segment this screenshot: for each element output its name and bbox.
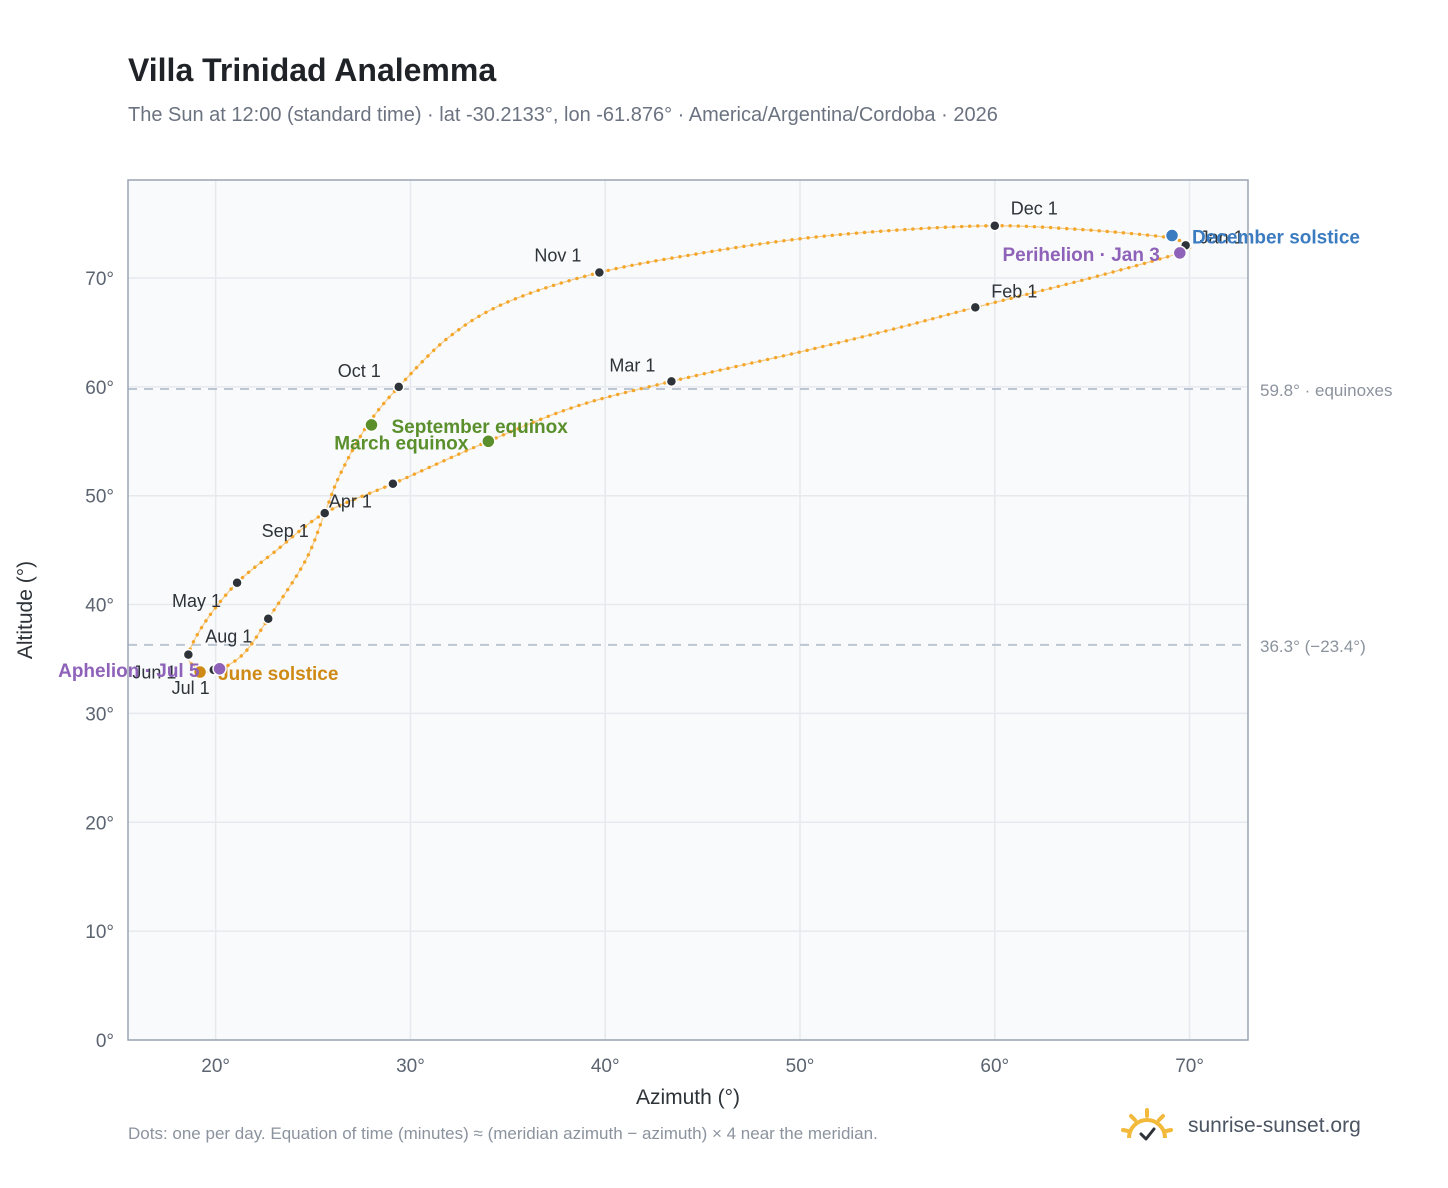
x-tick-label: 70° — [1175, 1056, 1204, 1077]
event-label: Perihelion · Jan 3 — [1002, 245, 1159, 266]
month-marker — [969, 301, 982, 314]
month-marker — [392, 381, 405, 393]
reference-line-label: 59.8° · equinoxes — [1260, 381, 1393, 400]
x-tick-label: 30° — [396, 1056, 425, 1077]
footnote: Dots: one per day. Equation of time (min… — [128, 1124, 878, 1143]
y-tick-label: 50° — [85, 487, 114, 508]
event-marker — [192, 664, 208, 680]
plot-background — [128, 180, 1248, 1040]
x-tick-label: 50° — [786, 1056, 815, 1077]
event-marker — [364, 417, 379, 433]
brand-name[interactable]: sunrise-sunset.org — [1188, 1114, 1361, 1137]
month-label: Mar 1 — [609, 355, 655, 375]
y-axis-label: Altitude (°) — [14, 561, 37, 659]
month-label: Sep 1 — [262, 521, 309, 541]
month-label: May 1 — [172, 591, 221, 611]
event-label: June solstice — [218, 664, 338, 685]
month-marker — [593, 266, 606, 279]
month-label: Jan 1 — [1200, 227, 1244, 247]
month-label: Jul 1 — [172, 678, 210, 698]
event-label: September equinox — [391, 417, 568, 438]
axis-ticks: 20° 30° 40° 50° 60° 70° 0° 10° 20° 30° 40° 50° 60° 70… — [85, 269, 1204, 1077]
sun-logo-icon — [1121, 1108, 1173, 1141]
month-marker — [387, 477, 399, 490]
month-marker — [318, 507, 331, 519]
x-tick-label: 40° — [591, 1056, 620, 1077]
chart-title: Villa Trinidad Analemma — [128, 52, 497, 88]
y-tick-label: 40° — [85, 596, 114, 617]
month-label: Nov 1 — [534, 246, 581, 266]
event-label: Aphelion · Jul 5 — [58, 661, 200, 682]
month-label: Jun 1 — [132, 663, 176, 683]
month-marker — [231, 577, 243, 589]
chart-subtitle: The Sun at 12:00 (standard time) · lat -… — [128, 104, 998, 126]
y-tick-label: 20° — [85, 813, 114, 834]
x-tick-label: 60° — [980, 1056, 1009, 1077]
month-label: Dec 1 — [1011, 199, 1058, 219]
x-tick-label: 20° — [201, 1056, 230, 1077]
month-marker — [182, 648, 195, 661]
event-marker — [1164, 228, 1180, 243]
plot-frame — [127, 179, 1249, 1041]
month-label: Aug 1 — [205, 627, 252, 647]
event-marker — [212, 661, 227, 677]
y-tick-label: 60° — [85, 378, 114, 399]
y-tick-label: 30° — [85, 704, 114, 725]
brand[interactable]: sunrise-sunset.org — [1120, 1104, 1361, 1148]
x-axis-label: Azimuth (°) — [636, 1086, 740, 1109]
event-marker — [1172, 245, 1188, 261]
month-marker — [989, 219, 1001, 232]
month-label: Feb 1 — [991, 281, 1037, 301]
event-label: December solstice — [1192, 228, 1360, 249]
month-label: Oct 1 — [338, 361, 381, 381]
y-tick-label: 10° — [85, 922, 114, 943]
month-marker — [665, 375, 678, 388]
month-marker — [262, 612, 274, 625]
reference-line-label: 36.3° (−23.4°) — [1260, 637, 1366, 656]
event-marker — [481, 434, 496, 449]
reference-lines: 59.8° · equinoxes 36.3° (−23.4°) — [128, 381, 1393, 656]
event-label: March equinox — [334, 433, 469, 454]
y-tick-label: 70° — [85, 269, 114, 290]
y-tick-label: 0° — [96, 1031, 114, 1052]
month-label: Apr 1 — [329, 492, 372, 512]
